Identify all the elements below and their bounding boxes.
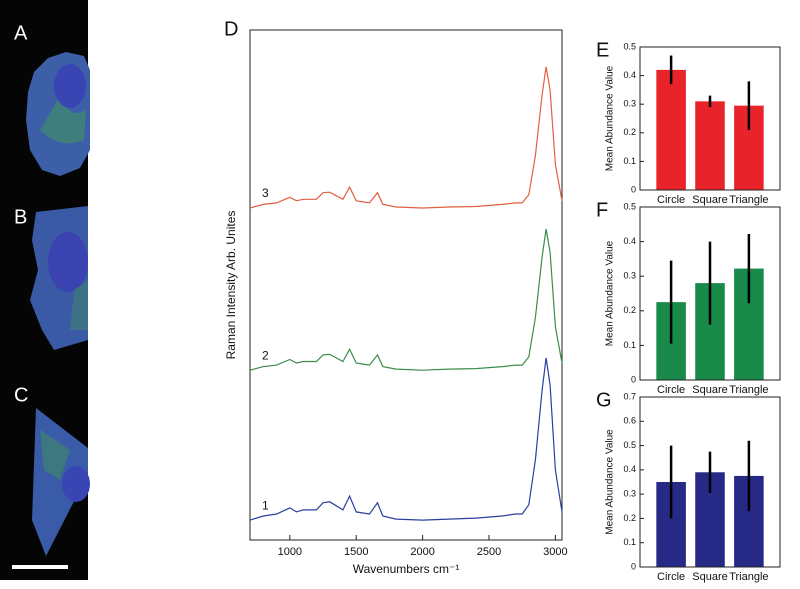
y-tick-label: 0.5 <box>623 41 636 51</box>
x-tick-label: Square <box>692 194 727 206</box>
y-axis-label: Mean Abundance Value <box>605 65 616 171</box>
y-tick-label: 0.1 <box>623 156 636 166</box>
y-tick-label: 0.7 <box>623 391 636 401</box>
x-tick-label: Circle <box>657 571 685 583</box>
panel-letter: A <box>14 22 28 44</box>
y-tick-label: 0.2 <box>623 513 636 523</box>
bar <box>695 101 725 190</box>
x-tick-label: 2000 <box>410 546 434 558</box>
series-label: 2 <box>262 348 269 362</box>
x-tick-label: Triangle <box>729 384 768 396</box>
panel-letter: G <box>596 389 612 411</box>
panel-letter: E <box>596 39 609 61</box>
series-label: 1 <box>262 498 269 512</box>
y-tick-label: 0.4 <box>623 236 636 246</box>
panel-letter: D <box>224 18 238 40</box>
y-tick-label: 0.6 <box>623 416 636 426</box>
y-tick-label: 0.3 <box>623 271 636 281</box>
x-tick-label: 1500 <box>344 546 368 558</box>
y-axis-label: Raman Intensity Arb. Unites <box>224 211 238 360</box>
x-tick-label: Circle <box>657 384 685 396</box>
y-tick-label: 0.2 <box>623 127 636 137</box>
x-tick-label: 3000 <box>543 546 567 558</box>
y-tick-label: 0 <box>631 561 636 571</box>
series-label: 3 <box>262 186 269 200</box>
y-tick-label: 0.5 <box>623 201 636 211</box>
y-tick-label: 0.1 <box>623 340 636 350</box>
axes-box <box>639 206 781 381</box>
y-tick-label: 0.1 <box>623 537 636 547</box>
x-tick-label: 1000 <box>278 546 302 558</box>
x-tick-label: Square <box>692 384 727 396</box>
spectrum-line <box>249 357 563 521</box>
y-tick-label: 0 <box>631 374 636 384</box>
axes-box <box>639 396 781 568</box>
y-tick-label: 0 <box>631 184 636 194</box>
cell-b <box>30 206 88 350</box>
x-axis-label: Wavenumbers cm⁻¹ <box>353 562 460 576</box>
x-tick-label: Triangle <box>729 571 768 583</box>
y-tick-label: 0.4 <box>623 464 636 474</box>
x-tick-label: Square <box>692 571 727 583</box>
axes-box <box>249 29 563 541</box>
x-tick-label: Circle <box>657 194 685 206</box>
bar <box>656 69 686 190</box>
y-tick-label: 0.5 <box>623 440 636 450</box>
cell-a <box>26 52 90 176</box>
y-tick-label: 0.4 <box>623 70 636 80</box>
y-tick-label: 0.3 <box>623 99 636 109</box>
y-axis-label: Mean Abundance Value <box>605 429 616 535</box>
panel-letter: B <box>14 206 27 228</box>
cell-c <box>32 408 90 556</box>
panel-letter: F <box>596 199 608 221</box>
x-tick-label: Triangle <box>729 194 768 206</box>
y-tick-label: 0.2 <box>623 305 636 315</box>
y-tick-label: 0.3 <box>623 489 636 499</box>
spectrum-line <box>249 66 563 209</box>
panel-letter: C <box>14 384 28 406</box>
spectrum-line <box>249 228 563 371</box>
x-tick-label: 2500 <box>477 546 501 558</box>
axes-box <box>639 46 781 191</box>
y-axis-label: Mean Abundance Value <box>605 240 616 346</box>
